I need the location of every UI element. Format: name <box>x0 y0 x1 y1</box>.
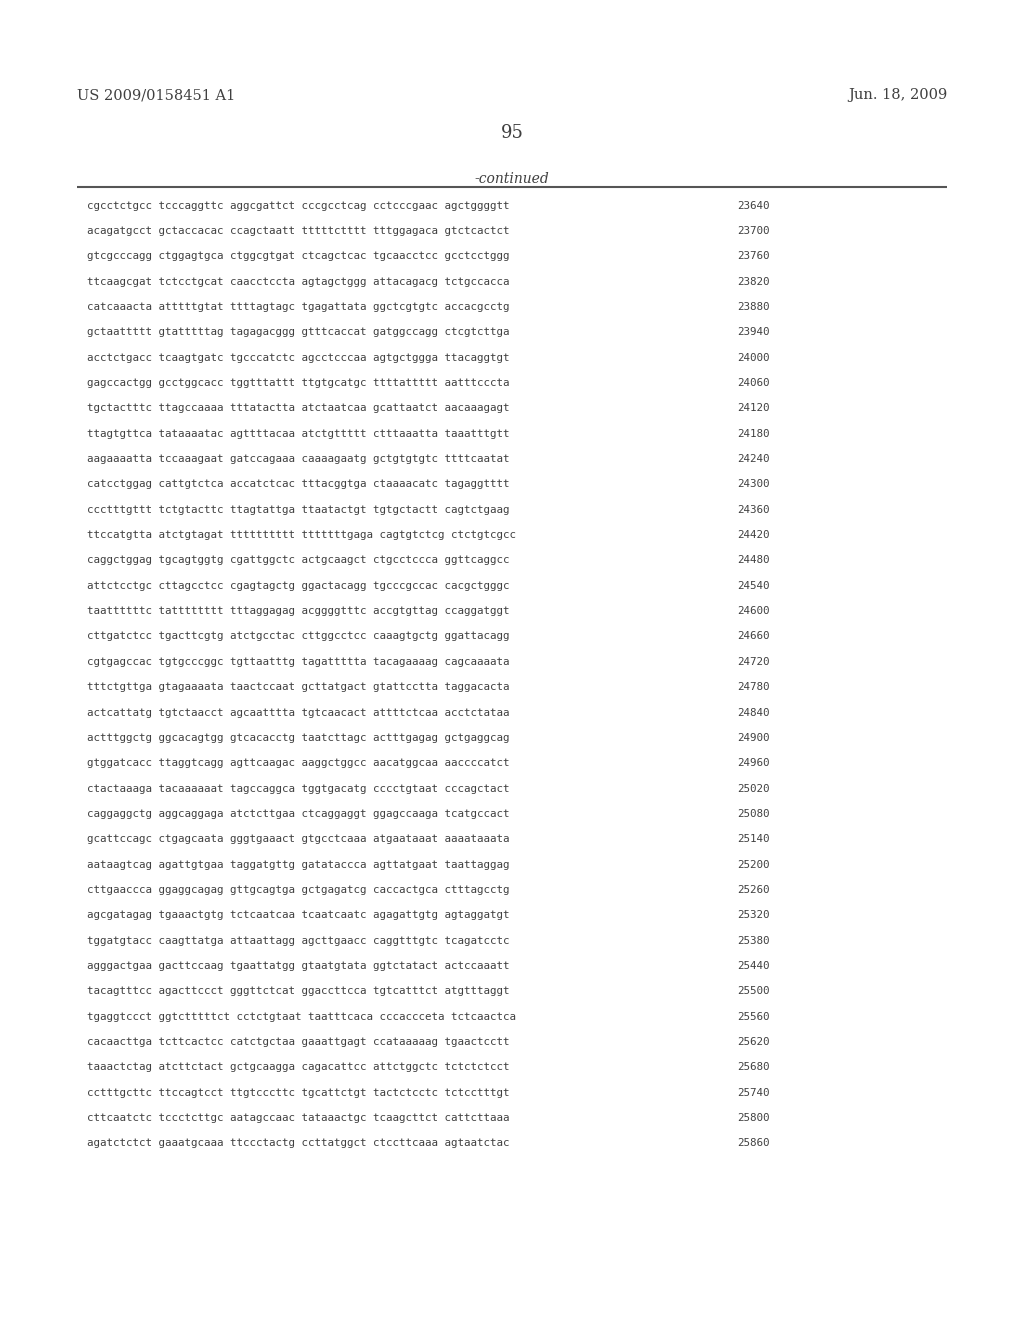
Text: gagccactgg gcctggcacc tggtttattt ttgtgcatgc ttttattttt aatttcccta: gagccactgg gcctggcacc tggtttattt ttgtgca… <box>87 378 510 388</box>
Text: 23880: 23880 <box>737 302 770 312</box>
Text: 23940: 23940 <box>737 327 770 338</box>
Text: -continued: -continued <box>475 172 549 186</box>
Text: 25080: 25080 <box>737 809 770 818</box>
Text: 24420: 24420 <box>737 531 770 540</box>
Text: gctaattttt gtatttttag tagagacggg gtttcaccat gatggccagg ctcgtcttga: gctaattttt gtatttttag tagagacggg gtttcac… <box>87 327 510 338</box>
Text: 24900: 24900 <box>737 733 770 743</box>
Text: actttggctg ggcacagtgg gtcacacctg taatcttagc actttgagag gctgaggcag: actttggctg ggcacagtgg gtcacacctg taatctt… <box>87 733 510 743</box>
Text: tacagtttcc agacttccct gggttctcat ggaccttcca tgtcatttct atgtttaggt: tacagtttcc agacttccct gggttctcat ggacctt… <box>87 986 510 997</box>
Text: tggatgtacc caagttatga attaattagg agcttgaacc caggtttgtc tcagatcctc: tggatgtacc caagttatga attaattagg agcttga… <box>87 936 510 945</box>
Text: 24780: 24780 <box>737 682 770 692</box>
Text: 25740: 25740 <box>737 1088 770 1098</box>
Text: acctctgacc tcaagtgatc tgcccatctc agcctcccaa agtgctggga ttacaggtgt: acctctgacc tcaagtgatc tgcccatctc agcctcc… <box>87 352 510 363</box>
Text: agcgatagag tgaaactgtg tctcaatcaa tcaatcaatc agagattgtg agtaggatgt: agcgatagag tgaaactgtg tctcaatcaa tcaatca… <box>87 911 510 920</box>
Text: 24600: 24600 <box>737 606 770 616</box>
Text: tttctgttga gtagaaaata taactccaat gcttatgact gtattcctta taggacacta: tttctgttga gtagaaaata taactccaat gcttatg… <box>87 682 510 692</box>
Text: US 2009/0158451 A1: US 2009/0158451 A1 <box>77 88 236 103</box>
Text: 24360: 24360 <box>737 504 770 515</box>
Text: taaactctag atcttctact gctgcaagga cagacattcc attctggctc tctctctcct: taaactctag atcttctact gctgcaagga cagacat… <box>87 1063 510 1072</box>
Text: 25860: 25860 <box>737 1138 770 1148</box>
Text: 24240: 24240 <box>737 454 770 465</box>
Text: cgtgagccac tgtgcccggc tgttaatttg tagattttta tacagaaaag cagcaaaata: cgtgagccac tgtgcccggc tgttaatttg tagattt… <box>87 657 510 667</box>
Text: 23700: 23700 <box>737 226 770 236</box>
Text: ttagtgttca tataaaatac agttttacaa atctgttttt ctttaaatta taaatttgtt: ttagtgttca tataaaatac agttttacaa atctgtt… <box>87 429 510 438</box>
Text: ttcaagcgat tctcctgcat caacctccta agtagctggg attacagacg tctgccacca: ttcaagcgat tctcctgcat caacctccta agtagct… <box>87 277 510 286</box>
Text: ttccatgtta atctgtagat tttttttttt tttttttgaga cagtgtctcg ctctgtcgcc: ttccatgtta atctgtagat tttttttttt ttttttt… <box>87 531 516 540</box>
Text: 25440: 25440 <box>737 961 770 972</box>
Text: cttgaaccca ggaggcagag gttgcagtga gctgagatcg caccactgca ctttagcctg: cttgaaccca ggaggcagag gttgcagtga gctgaga… <box>87 884 510 895</box>
Text: gtggatcacc ttaggtcagg agttcaagac aaggctggcc aacatggcaa aaccccatct: gtggatcacc ttaggtcagg agttcaagac aaggctg… <box>87 758 510 768</box>
Text: attctcctgc cttagcctcc cgagtagctg ggactacagg tgcccgccac cacgctgggc: attctcctgc cttagcctcc cgagtagctg ggactac… <box>87 581 510 591</box>
Text: 24480: 24480 <box>737 556 770 565</box>
Text: catcctggag cattgtctca accatctcac tttacggtga ctaaaacatc tagaggtttt: catcctggag cattgtctca accatctcac tttacgg… <box>87 479 510 490</box>
Text: cgcctctgcc tcccaggttc aggcgattct cccgcctcag cctcccgaac agctggggtt: cgcctctgcc tcccaggttc aggcgattct cccgcct… <box>87 201 510 211</box>
Text: 23640: 23640 <box>737 201 770 211</box>
Text: 24720: 24720 <box>737 657 770 667</box>
Text: 25140: 25140 <box>737 834 770 845</box>
Text: 25620: 25620 <box>737 1038 770 1047</box>
Text: 24660: 24660 <box>737 631 770 642</box>
Text: 25380: 25380 <box>737 936 770 945</box>
Text: ccctttgttt tctgtacttc ttagtattga ttaatactgt tgtgctactt cagtctgaag: ccctttgttt tctgtacttc ttagtattga ttaatac… <box>87 504 510 515</box>
Text: 24300: 24300 <box>737 479 770 490</box>
Text: 23820: 23820 <box>737 277 770 286</box>
Text: taattttttc tatttttttt tttaggagag acggggtttc accgtgttag ccaggatggt: taattttttc tatttttttt tttaggagag acggggt… <box>87 606 510 616</box>
Text: 24000: 24000 <box>737 352 770 363</box>
Text: actcattatg tgtctaacct agcaatttta tgtcaacact attttctcaa acctctataa: actcattatg tgtctaacct agcaatttta tgtcaac… <box>87 708 510 718</box>
Text: 23760: 23760 <box>737 251 770 261</box>
Text: agggactgaa gacttccaag tgaattatgg gtaatgtata ggtctatact actccaaatt: agggactgaa gacttccaag tgaattatgg gtaatgt… <box>87 961 510 972</box>
Text: 24180: 24180 <box>737 429 770 438</box>
Text: cacaacttga tcttcactcc catctgctaa gaaattgagt ccataaaaag tgaactcctt: cacaacttga tcttcactcc catctgctaa gaaattg… <box>87 1038 510 1047</box>
Text: 25200: 25200 <box>737 859 770 870</box>
Text: 25260: 25260 <box>737 884 770 895</box>
Text: 24960: 24960 <box>737 758 770 768</box>
Text: agatctctct gaaatgcaaa ttccctactg ccttatggct ctccttcaaa agtaatctac: agatctctct gaaatgcaaa ttccctactg ccttatg… <box>87 1138 510 1148</box>
Text: 24840: 24840 <box>737 708 770 718</box>
Text: 24060: 24060 <box>737 378 770 388</box>
Text: cttcaatctc tccctcttgc aatagccaac tataaactgc tcaagcttct cattcttaaa: cttcaatctc tccctcttgc aatagccaac tataaac… <box>87 1113 510 1123</box>
Text: caggctggag tgcagtggtg cgattggctc actgcaagct ctgcctccca ggttcaggcc: caggctggag tgcagtggtg cgattggctc actgcaa… <box>87 556 510 565</box>
Text: 25680: 25680 <box>737 1063 770 1072</box>
Text: tgaggtccct ggtctttttct cctctgtaat taatttcaca cccaccceta tctcaactca: tgaggtccct ggtctttttct cctctgtaat taattt… <box>87 1011 516 1022</box>
Text: 24540: 24540 <box>737 581 770 591</box>
Text: cctttgcttc ttccagtcct ttgtcccttc tgcattctgt tactctcctc tctcctttgt: cctttgcttc ttccagtcct ttgtcccttc tgcattc… <box>87 1088 510 1098</box>
Text: cttgatctcc tgacttcgtg atctgcctac cttggcctcc caaagtgctg ggattacagg: cttgatctcc tgacttcgtg atctgcctac cttggcc… <box>87 631 510 642</box>
Text: 24120: 24120 <box>737 404 770 413</box>
Text: gcattccagc ctgagcaata gggtgaaact gtgcctcaaa atgaataaat aaaataaata: gcattccagc ctgagcaata gggtgaaact gtgcctc… <box>87 834 510 845</box>
Text: catcaaacta atttttgtat ttttagtagc tgagattata ggctcgtgtc accacgcctg: catcaaacta atttttgtat ttttagtagc tgagatt… <box>87 302 510 312</box>
Text: 25020: 25020 <box>737 784 770 793</box>
Text: 95: 95 <box>501 124 523 143</box>
Text: aagaaaatta tccaaagaat gatccagaaa caaaagaatg gctgtgtgtc ttttcaatat: aagaaaatta tccaaagaat gatccagaaa caaaaga… <box>87 454 510 465</box>
Text: 25800: 25800 <box>737 1113 770 1123</box>
Text: 25560: 25560 <box>737 1011 770 1022</box>
Text: tgctactttc ttagccaaaa tttatactta atctaatcaa gcattaatct aacaaagagt: tgctactttc ttagccaaaa tttatactta atctaat… <box>87 404 510 413</box>
Text: acagatgcct gctaccacac ccagctaatt tttttctttt tttggagaca gtctcactct: acagatgcct gctaccacac ccagctaatt tttttct… <box>87 226 510 236</box>
Text: gtcgcccagg ctggagtgca ctggcgtgat ctcagctcac tgcaacctcc gcctcctggg: gtcgcccagg ctggagtgca ctggcgtgat ctcagct… <box>87 251 510 261</box>
Text: 25320: 25320 <box>737 911 770 920</box>
Text: caggaggctg aggcaggaga atctcttgaa ctcaggaggt ggagccaaga tcatgccact: caggaggctg aggcaggaga atctcttgaa ctcagga… <box>87 809 510 818</box>
Text: ctactaaaga tacaaaaaat tagccaggca tggtgacatg cccctgtaat cccagctact: ctactaaaga tacaaaaaat tagccaggca tggtgac… <box>87 784 510 793</box>
Text: Jun. 18, 2009: Jun. 18, 2009 <box>848 88 947 103</box>
Text: 25500: 25500 <box>737 986 770 997</box>
Text: aataagtcag agattgtgaa taggatgttg gatataccca agttatgaat taattaggag: aataagtcag agattgtgaa taggatgttg gatatac… <box>87 859 510 870</box>
